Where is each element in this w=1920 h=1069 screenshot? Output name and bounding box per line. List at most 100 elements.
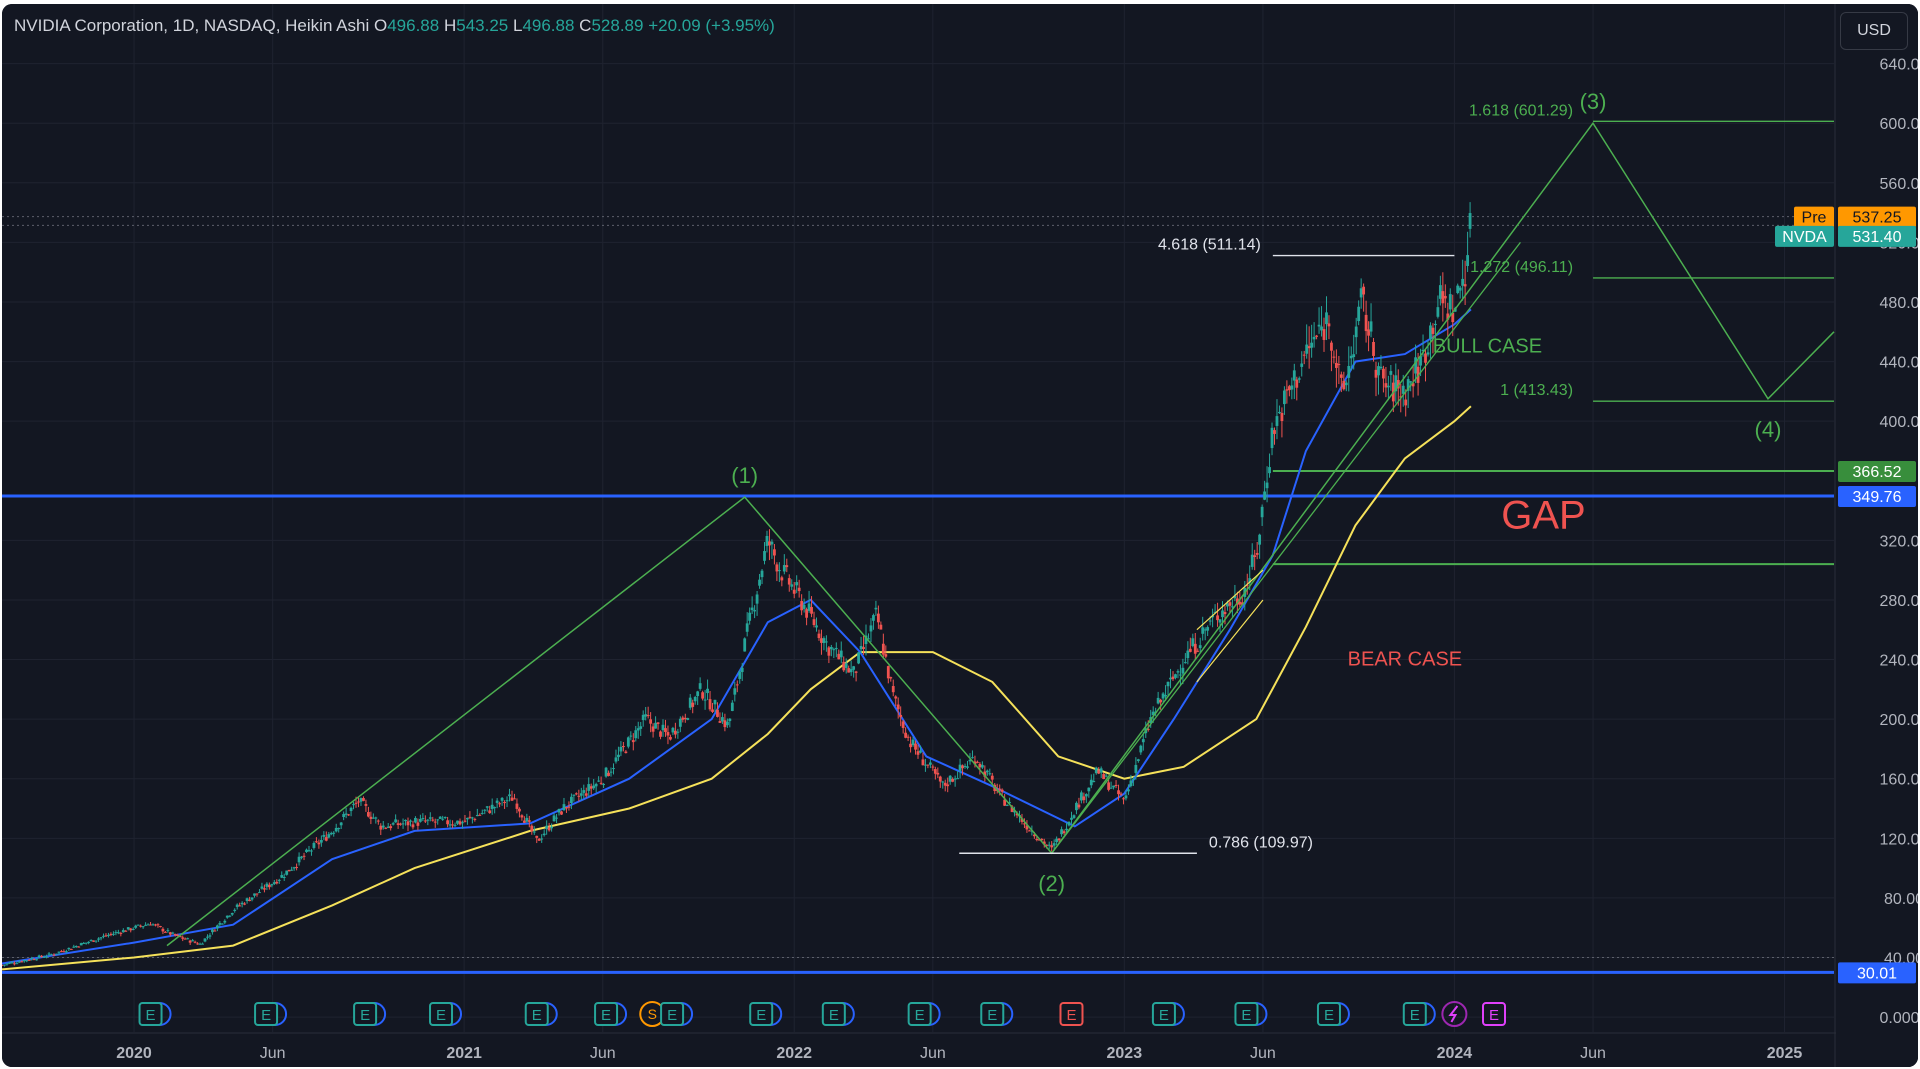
candle-body	[1255, 552, 1259, 555]
candle-body	[1285, 389, 1289, 391]
candle-body	[839, 650, 843, 658]
y-axis-tick-label: 240.00	[1880, 653, 1918, 670]
y-axis-tick-label: 0.0000	[1880, 1010, 1918, 1027]
candle-body	[1429, 325, 1432, 339]
candle-body	[753, 610, 757, 612]
candle-body	[1438, 285, 1442, 299]
candle-body	[713, 699, 717, 705]
candle-body	[1226, 603, 1229, 607]
candle-body	[777, 570, 781, 572]
candle-body	[94, 940, 98, 942]
candle-body	[1374, 369, 1378, 378]
channel-line-upper	[1196, 569, 1264, 631]
candle-body	[485, 806, 489, 808]
currency-button[interactable]: USD	[1840, 12, 1908, 50]
candle-body	[230, 912, 234, 915]
candle-body	[37, 955, 41, 958]
price-line-badge	[1838, 461, 1916, 483]
candle-body	[552, 815, 556, 822]
candle-body	[738, 671, 742, 679]
event-marker-label: E	[146, 1007, 156, 1024]
candle-body	[980, 764, 984, 768]
symbol-legend: NVIDIA Corporation, 1D, NASDAQ, Heikin A…	[14, 16, 775, 36]
candle-body	[933, 769, 937, 774]
candle-body	[52, 954, 56, 956]
candle-body	[619, 746, 623, 752]
candle-body	[785, 565, 789, 568]
candle-body	[414, 817, 417, 823]
candle-body	[570, 796, 573, 804]
candle-body	[1003, 799, 1007, 806]
candle-body	[468, 816, 472, 818]
candle-body	[555, 817, 558, 819]
candle-body	[876, 613, 880, 623]
candle-body	[10, 962, 14, 964]
candle-body	[976, 761, 979, 763]
candle-body	[678, 718, 682, 727]
candle-body	[894, 696, 898, 699]
candle-body	[1052, 843, 1056, 846]
low-value: 496.88	[522, 16, 575, 35]
candle-body	[832, 649, 836, 651]
candle-body	[780, 577, 784, 581]
candle-body	[1114, 784, 1118, 786]
candle-body	[171, 932, 175, 934]
candle-body	[235, 904, 239, 907]
candle-body	[1382, 368, 1385, 379]
candle-body	[594, 783, 598, 787]
candle-body	[904, 732, 908, 738]
candle-body	[376, 820, 380, 822]
candle-body	[1141, 739, 1145, 743]
close-value: 528.89	[591, 16, 644, 35]
candle-body	[1332, 356, 1336, 358]
candle-body	[198, 943, 202, 945]
candle-body	[220, 923, 224, 925]
candle-body	[191, 940, 195, 942]
candle-body	[404, 819, 407, 822]
candle-body	[834, 647, 838, 649]
wave-label: (3)	[1580, 89, 1607, 114]
chart-container[interactable]: (1) (2) (3) (4) 1.618 (601.29) 1.272 (496.11…	[2, 4, 1918, 1067]
candle-body	[706, 688, 709, 694]
y-axis-tick-label: 480.00	[1880, 295, 1918, 312]
moving-averages-layer	[2, 308, 1472, 971]
candle-body	[1342, 380, 1346, 390]
candle-body	[225, 915, 229, 918]
candle-body	[985, 770, 989, 773]
candle-body	[1013, 810, 1016, 813]
candle-body	[919, 750, 922, 753]
candle-body	[1057, 838, 1061, 841]
candle-body	[820, 638, 823, 643]
candle-body	[1357, 306, 1361, 322]
candle-body	[300, 856, 303, 858]
candle-body	[1461, 278, 1465, 286]
candle-body	[673, 730, 677, 735]
candle-body	[872, 615, 875, 621]
candle-body	[1060, 829, 1063, 835]
candle-body	[89, 939, 93, 941]
y-axis-tick-label: 320.00	[1880, 533, 1918, 550]
lightning-icon	[1448, 1005, 1459, 1023]
candle-body	[349, 807, 353, 812]
candle-body	[518, 808, 521, 812]
price-line-badge-text: 349.76	[1853, 489, 1902, 506]
candle-body	[810, 607, 813, 614]
candle-body	[15, 963, 19, 965]
candle-body	[1233, 595, 1237, 599]
candle-body	[188, 940, 192, 943]
event-marker-label: E	[1324, 1007, 1334, 1024]
candle-body	[40, 955, 44, 957]
candle-body	[409, 820, 412, 822]
candle-body	[253, 893, 256, 896]
y-axis: 640.00600.00560.00520.00480.00440.00400.…	[1836, 4, 1918, 1067]
candle-body	[906, 736, 910, 738]
candle-body	[926, 764, 930, 766]
candle-body	[688, 697, 692, 708]
candle-body	[357, 801, 360, 803]
moving-average-slow	[2, 405, 1472, 971]
price-chart[interactable]: (1) (2) (3) (4) 1.618 (601.29) 1.272 (496.11…	[2, 4, 1918, 1067]
price-line-badge	[1838, 962, 1916, 984]
candle-body	[666, 732, 670, 736]
candle-body	[317, 842, 321, 845]
